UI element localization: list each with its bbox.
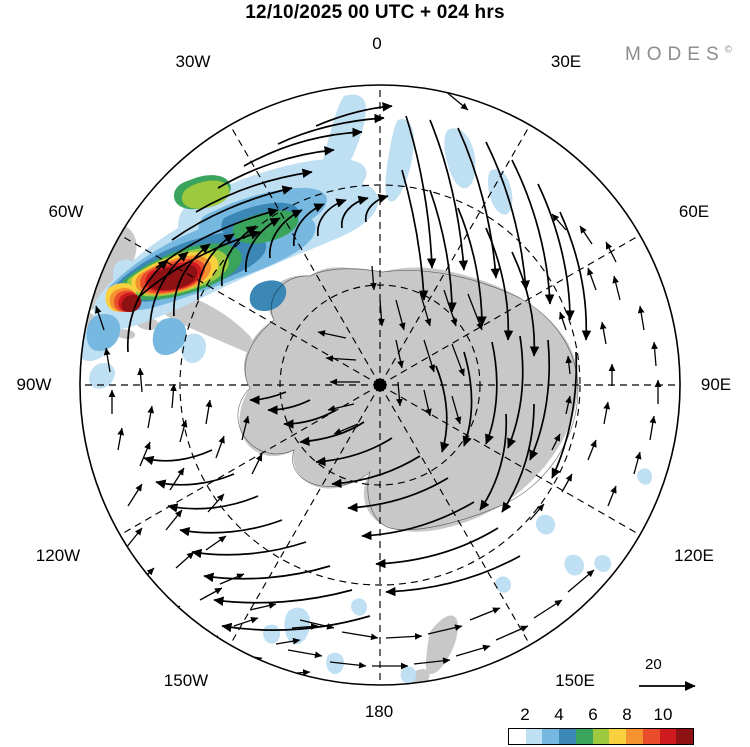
graticule-layer bbox=[80, 85, 680, 685]
lon-label-120e: 120E bbox=[674, 546, 714, 565]
colorbar-tick-4: 4 bbox=[554, 705, 564, 724]
gray-speck-2 bbox=[293, 315, 307, 324]
precipitation-shading-layer bbox=[80, 94, 652, 684]
colorbar-swatch-8 bbox=[642, 729, 660, 744]
meridian-60w bbox=[119, 234, 381, 386]
lon-label-0: 0 bbox=[372, 34, 382, 53]
colorbar-swatch-6 bbox=[609, 729, 627, 744]
wind-vector-layer bbox=[95, 85, 662, 676]
meridian-120e bbox=[379, 384, 641, 536]
meridian-150w bbox=[229, 384, 381, 646]
lon-label-30e: 30E bbox=[550, 52, 582, 71]
meridian-120w bbox=[119, 384, 381, 536]
lon-label-60e: 60E bbox=[678, 202, 710, 221]
lon-label-180: 180 bbox=[364, 702, 394, 721]
page-title: 12/10/2025 00 UTC + 024 hrs bbox=[245, 2, 505, 23]
new-zealand-shape bbox=[425, 615, 458, 674]
meridian-30e bbox=[379, 124, 531, 386]
colorbar-swatch-10 bbox=[676, 729, 694, 744]
colorbar-swatch-2 bbox=[542, 729, 560, 744]
modes-logo: MODES© bbox=[625, 44, 732, 66]
lon-label-60w: 60W bbox=[48, 202, 84, 221]
colorbar-tick-10: 10 bbox=[653, 705, 673, 724]
lon-label-30w: 30W bbox=[175, 52, 211, 71]
colorbar-tick-2: 2 bbox=[520, 705, 530, 724]
copyright-icon: © bbox=[724, 44, 732, 56]
lon-label-90e: 90E bbox=[700, 375, 732, 394]
colorbar-swatch-4 bbox=[575, 729, 593, 744]
south-pole-marker bbox=[373, 378, 387, 392]
modes-logo-text: MODES bbox=[624, 44, 725, 65]
lon-label-150e: 150E bbox=[555, 671, 595, 690]
colorbar-swatch-0 bbox=[509, 729, 526, 744]
colorbar-swatch-9 bbox=[659, 729, 677, 744]
colorbar-swatch-7 bbox=[626, 729, 643, 744]
colorbar bbox=[508, 728, 694, 745]
gray-speck-1 bbox=[273, 339, 288, 348]
small-island-se bbox=[542, 638, 563, 651]
colorbar-swatch-1 bbox=[525, 729, 543, 744]
colorbar-tick-8: 8 bbox=[622, 705, 632, 724]
wind-reference-arrow-icon bbox=[639, 680, 696, 692]
wind-reference-value: 20 bbox=[645, 656, 662, 673]
meridian-60e bbox=[379, 234, 641, 386]
meridian-150e bbox=[379, 384, 531, 646]
colorbar-tick-6: 6 bbox=[588, 705, 598, 724]
meridian-30w bbox=[229, 124, 381, 386]
lon-label-90w: 90W bbox=[16, 375, 52, 394]
wind-reference-legend: 20 bbox=[637, 656, 723, 698]
lon-label-150w: 150W bbox=[163, 671, 209, 690]
colorbar-tick-labels: 2 4 6 8 10 bbox=[508, 705, 694, 727]
colorbar-swatch-5 bbox=[592, 729, 610, 744]
latitude-circle-40s bbox=[179, 184, 581, 586]
colorbar-swatch-3 bbox=[559, 729, 576, 744]
map-outer-circle bbox=[79, 84, 681, 686]
lon-label-120w: 120W bbox=[35, 546, 81, 565]
